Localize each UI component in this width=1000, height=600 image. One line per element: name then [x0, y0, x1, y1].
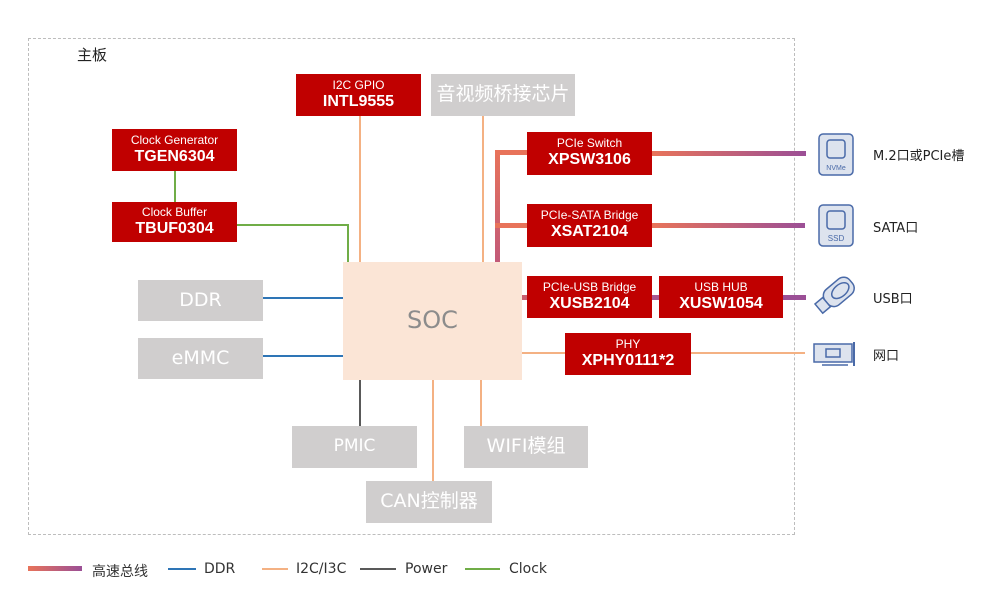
pmic-block: PMIC [292, 426, 417, 468]
port-label-sata: SATA口 [873, 221, 919, 236]
chip-model: XUSB2104 [549, 294, 630, 312]
chip-function: I2C GPIO [332, 77, 385, 92]
wifi-module-block: WIFI模组 [464, 426, 588, 468]
svg-text:NVMe: NVMe [826, 165, 846, 172]
nvme-icon: NVMe [818, 133, 854, 176]
chip-function: PCIe-USB Bridge [542, 279, 637, 294]
chip-i2c-gpio: I2C GPIO INTL9555 [296, 74, 421, 116]
highspeed-bus [495, 150, 500, 262]
chip-pcie-sata-bridge: PCIe-SATA Bridge XSAT2104 [527, 204, 652, 247]
mainboard-border [28, 38, 795, 535]
chip-function: PHY [615, 336, 641, 351]
port-label-usb: USB口 [873, 292, 913, 307]
highspeed-bus [495, 150, 527, 155]
chip-function: PCIe-SATA Bridge [540, 208, 639, 223]
clock-line [237, 224, 349, 262]
legend-power: Power [405, 561, 448, 577]
chip-function: PCIe Switch [556, 136, 623, 151]
port-label-ethernet: 网口 [873, 349, 900, 364]
ddr-block: DDR [138, 280, 263, 321]
board-label: 主板 [77, 46, 108, 64]
ssd-icon: SSD [818, 204, 854, 247]
chip-model: TBUF0304 [135, 219, 214, 237]
chip-usb-hub: USB HUB XUSW1054 [659, 276, 783, 318]
chip-function: Clock Generator [130, 132, 219, 147]
can-controller-block: CAN控制器 [366, 481, 492, 523]
highspeed-bus [652, 151, 806, 156]
chip-model: INTL9555 [322, 92, 395, 110]
port-label-m2: M.2口或PCIe槽 [873, 149, 965, 164]
highspeed-bus [495, 223, 527, 228]
emmc-block: eMMC [138, 338, 263, 379]
legend-highspeed: 高速总线 [92, 564, 148, 580]
chip-model: XUSW1054 [679, 294, 763, 312]
usb-drive-icon [813, 276, 855, 315]
legend-clock: Clock [509, 561, 548, 577]
highspeed-bus [652, 223, 805, 228]
svg-text:SSD: SSD [828, 234, 845, 243]
highspeed-bus [652, 295, 659, 300]
legend-highspeed-swatch [28, 566, 82, 571]
chip-pcie-switch: PCIe Switch XPSW3106 [527, 132, 652, 175]
chip-phy: PHY XPHY0111*2 [565, 333, 691, 375]
legend-ddr: DDR [204, 561, 236, 577]
chip-model: XPHY0111*2 [581, 351, 675, 369]
soc-block: SOC [343, 262, 522, 380]
chip-function: USB HUB [694, 279, 748, 294]
chip-function: Clock Buffer [141, 204, 208, 219]
chip-model: TGEN6304 [134, 147, 215, 165]
chip-model: XPSW3106 [548, 151, 631, 169]
av-bridge-chip: 音视频桥接芯片 [431, 74, 575, 116]
chip-model: XSAT2104 [550, 223, 629, 241]
chip-clock-buffer: Clock Buffer TBUF0304 [112, 202, 237, 242]
chip-pcie-usb-bridge: PCIe-USB Bridge XUSB2104 [527, 276, 652, 318]
legend-i2c: I2C/I3C [296, 561, 347, 577]
highspeed-bus [783, 295, 806, 300]
network-card-icon [813, 342, 855, 366]
highspeed-bus [522, 295, 527, 300]
chip-clock-generator: Clock Generator TGEN6304 [112, 129, 237, 171]
